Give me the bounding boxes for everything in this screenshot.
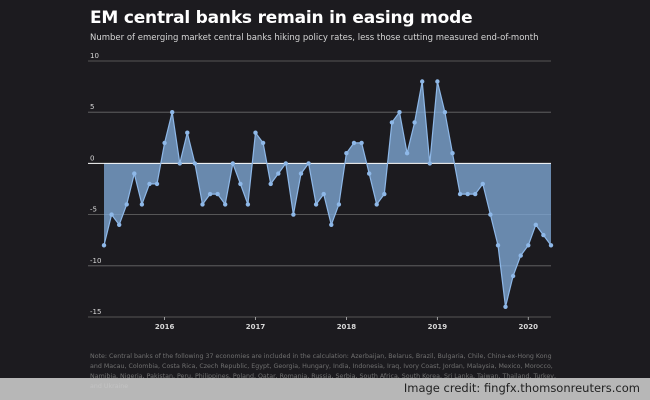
area-fill <box>104 81 551 307</box>
data-point <box>117 222 122 227</box>
x-tick-label: 2020 <box>519 323 539 331</box>
data-point <box>457 191 463 197</box>
data-point <box>510 273 516 279</box>
data-point <box>238 181 243 187</box>
x-tick-label: 2018 <box>337 323 357 331</box>
data-point <box>223 202 228 207</box>
data-point <box>397 110 402 115</box>
data-point <box>162 140 167 146</box>
data-point <box>260 140 266 146</box>
data-point <box>495 243 501 248</box>
data-point <box>132 171 137 176</box>
data-point <box>283 161 288 166</box>
x-tick-label: 2016 <box>155 323 175 331</box>
data-point <box>344 151 349 156</box>
data-point <box>526 243 531 248</box>
y-tick-label: -10 <box>90 257 101 265</box>
data-point <box>518 253 523 258</box>
data-point <box>215 191 220 197</box>
data-point <box>389 120 395 125</box>
data-point <box>276 171 281 176</box>
data-point <box>321 191 326 197</box>
y-tick-label: -5 <box>90 206 97 214</box>
data-point <box>124 202 129 207</box>
data-point <box>450 151 455 156</box>
data-point <box>109 212 114 217</box>
data-point <box>298 171 304 176</box>
image-credit: Image credit: fingfx.thomsonreuters.com <box>403 381 640 395</box>
data-point <box>207 191 213 197</box>
data-point <box>192 161 198 166</box>
y-axis-ticks: 10 5 0 -5 -10 -15 <box>90 52 101 316</box>
data-point <box>185 130 190 135</box>
data-point <box>336 202 342 207</box>
grid-lines <box>88 60 551 318</box>
x-axis-ticks: 2016 2017 2018 2019 2020 <box>155 317 538 331</box>
x-tick-label: 2017 <box>246 323 266 331</box>
data-point <box>291 212 296 217</box>
data-point <box>329 222 334 227</box>
data-point <box>503 304 508 309</box>
y-tick-label: 0 <box>90 154 94 162</box>
y-tick-label: 5 <box>90 103 94 111</box>
data-point <box>306 161 311 166</box>
chart-subtitle: Number of emerging market central banks … <box>90 33 539 43</box>
data-point <box>351 140 357 146</box>
data-point <box>268 181 273 187</box>
y-tick-label: -15 <box>90 308 101 316</box>
data-point <box>139 202 145 207</box>
data-point <box>412 120 417 125</box>
data-point <box>177 161 182 166</box>
image-credit-bar: Image credit: fingfx.thomsonreuters.com <box>0 378 650 400</box>
data-points <box>101 79 554 309</box>
data-point <box>442 110 448 115</box>
data-point <box>427 161 432 166</box>
data-point <box>200 202 205 207</box>
data-point <box>533 222 538 227</box>
data-point <box>473 191 478 197</box>
data-point <box>465 191 470 197</box>
chart-title: EM central banks remain in easing mode <box>90 8 473 28</box>
data-point <box>245 202 251 207</box>
data-point <box>147 181 152 187</box>
data-point <box>541 232 546 238</box>
y-tick-label: 10 <box>90 52 99 60</box>
data-point <box>374 202 379 207</box>
data-point <box>154 181 160 187</box>
x-tick-label: 2019 <box>428 323 448 331</box>
data-point <box>488 212 493 217</box>
data-point <box>435 79 440 84</box>
data-point <box>480 181 485 187</box>
data-point <box>404 151 410 156</box>
data-point <box>420 79 425 84</box>
data-point <box>313 202 319 207</box>
data-point <box>382 191 387 197</box>
data-point <box>548 243 554 248</box>
data-point <box>367 171 372 176</box>
data-point <box>253 130 258 135</box>
data-point <box>359 140 364 146</box>
data-point <box>101 243 107 248</box>
data-point <box>230 161 235 166</box>
data-point <box>170 110 175 115</box>
